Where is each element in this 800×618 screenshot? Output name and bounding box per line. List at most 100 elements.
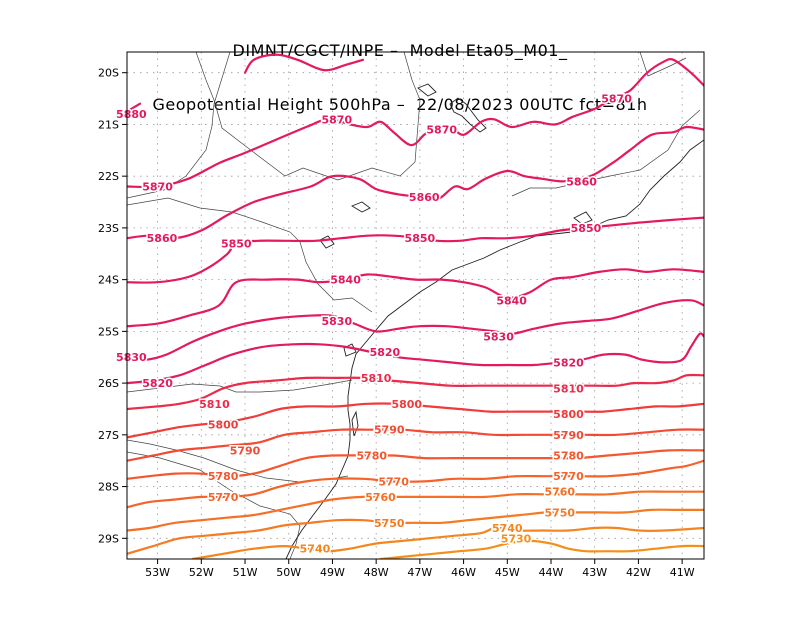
contour-label: 5750 bbox=[374, 517, 405, 530]
contour-label: 5810 bbox=[553, 382, 584, 395]
state-border-pr-sp bbox=[127, 197, 373, 313]
contour-5880 bbox=[127, 102, 142, 113]
contour-5740 bbox=[191, 526, 704, 559]
contour-5840 bbox=[127, 268, 704, 328]
contour-label: 5860 bbox=[147, 232, 178, 245]
x-tick-label: 45W bbox=[495, 566, 520, 579]
x-tick-label: 51W bbox=[233, 566, 258, 579]
y-axis: 20S 21S 22S 23S 24S 25S 26S 27S 28S 29S bbox=[98, 67, 127, 545]
contour-label: 5870 bbox=[142, 181, 173, 194]
contour-label: 5740 bbox=[300, 543, 331, 556]
contour-label: 5850 bbox=[221, 237, 252, 250]
contour-label: 5850 bbox=[405, 232, 436, 245]
contour-5800 bbox=[127, 402, 704, 439]
contour-5860 bbox=[127, 125, 704, 240]
plot-frame bbox=[126, 51, 705, 560]
y-tick-label: 24S bbox=[98, 274, 119, 287]
contour-label: 5800 bbox=[391, 398, 422, 411]
contour-label: 5730 bbox=[501, 532, 532, 545]
state-border-sp-mg bbox=[195, 52, 421, 181]
x-tick-label: 46W bbox=[451, 566, 476, 579]
title-line-2: Geopotential Height 500hPa – 22/08/2023 … bbox=[152, 95, 648, 114]
lagoon-paranagua bbox=[343, 343, 357, 357]
contour-label: 5870 bbox=[322, 113, 353, 126]
contour-label: 5850 bbox=[571, 222, 602, 235]
contour-label: 5820 bbox=[370, 346, 401, 359]
contour-5870 bbox=[127, 58, 704, 189]
state-border-pr-sc bbox=[127, 379, 353, 393]
x-tick-label: 43W bbox=[582, 566, 607, 579]
island-florianopolis bbox=[351, 410, 359, 437]
y-tick-label: 21S bbox=[98, 118, 119, 131]
contour-label: 5790 bbox=[230, 444, 261, 457]
x-tick-label: 52W bbox=[189, 566, 214, 579]
y-tick-label: 25S bbox=[98, 325, 119, 338]
x-tick-label: 42W bbox=[626, 566, 651, 579]
contour-5850 bbox=[127, 216, 704, 284]
contour-5780 bbox=[127, 449, 704, 480]
geography-layer bbox=[127, 52, 704, 559]
contour-5790 bbox=[127, 428, 704, 462]
x-tick-label: 47W bbox=[407, 566, 432, 579]
contour-label: 5820 bbox=[142, 377, 173, 390]
reservoir-small-1 bbox=[350, 201, 371, 213]
contour-label: 5780 bbox=[553, 450, 584, 463]
contour-label: 5860 bbox=[409, 191, 440, 204]
contour-label: 5790 bbox=[553, 429, 584, 442]
x-tick-label: 50W bbox=[276, 566, 301, 579]
contour-label: 5820 bbox=[553, 356, 584, 369]
reservoir-small-3 bbox=[417, 83, 437, 97]
contour-lines bbox=[127, 53, 704, 559]
contour-label: 5810 bbox=[199, 398, 230, 411]
reservoir-furnas bbox=[449, 97, 487, 133]
y-tick-label: 27S bbox=[98, 429, 119, 442]
contour-label: 5770 bbox=[553, 470, 584, 483]
y-tick-label: 20S bbox=[98, 67, 119, 80]
coastline bbox=[285, 139, 704, 559]
y-tick-label: 29S bbox=[98, 532, 119, 545]
contour-label: 5830 bbox=[483, 331, 514, 344]
contour-label: 5740 bbox=[492, 522, 523, 535]
contour-5760 bbox=[127, 490, 704, 532]
contour-5870 bbox=[243, 53, 365, 74]
contour-5820 bbox=[127, 332, 704, 385]
contour-label: 5780 bbox=[356, 450, 387, 463]
contour-label: 5780 bbox=[208, 470, 239, 483]
x-tick-label: 44W bbox=[539, 566, 564, 579]
contour-label: 5880 bbox=[116, 108, 147, 121]
bay-guanabara bbox=[573, 211, 593, 225]
contour-label: 5760 bbox=[544, 486, 575, 499]
contour-label: 5810 bbox=[361, 372, 392, 385]
x-tick-label: 53W bbox=[145, 566, 170, 579]
contour-label: 5830 bbox=[322, 315, 353, 328]
state-border-ms bbox=[127, 52, 231, 199]
contour-label: 5790 bbox=[374, 424, 405, 437]
state-border-mg-rj bbox=[511, 109, 701, 197]
contour-5830 bbox=[127, 299, 704, 361]
x-tick-label: 49W bbox=[320, 566, 345, 579]
y-tick-label: 26S bbox=[98, 377, 119, 390]
contour-label: 5800 bbox=[553, 408, 584, 421]
contour-5770 bbox=[127, 459, 704, 509]
reservoir-small-2 bbox=[319, 235, 335, 249]
contour-label: 5830 bbox=[116, 351, 147, 364]
contour-5810 bbox=[127, 373, 704, 411]
contour-label: 5840 bbox=[330, 274, 361, 287]
contour-label: 5860 bbox=[566, 175, 597, 188]
contour-label: 5870 bbox=[426, 124, 457, 137]
contour-label: 5840 bbox=[496, 294, 527, 307]
x-axis: 53W 52W 51W 50W 49W 48W 47W 46W 45W 44W 43W 42W 41W bbox=[145, 559, 695, 579]
y-tick-label: 28S bbox=[98, 481, 119, 494]
contour-label: 5760 bbox=[365, 491, 396, 504]
contour-label: 5870 bbox=[601, 93, 632, 106]
contour-label: 5770 bbox=[208, 491, 239, 504]
contour-5750 bbox=[127, 508, 704, 555]
x-tick-label: 48W bbox=[364, 566, 389, 579]
y-tick-label: 23S bbox=[98, 222, 119, 235]
y-tick-label: 22S bbox=[98, 170, 119, 183]
x-tick-label: 41W bbox=[670, 566, 695, 579]
contour-label: 5770 bbox=[378, 475, 409, 488]
contour-label: 5750 bbox=[544, 506, 575, 519]
contour-labels: 5880 5870 5870 5870 5870 5860 5860 5860 5850 5850… bbox=[115, 91, 634, 557]
